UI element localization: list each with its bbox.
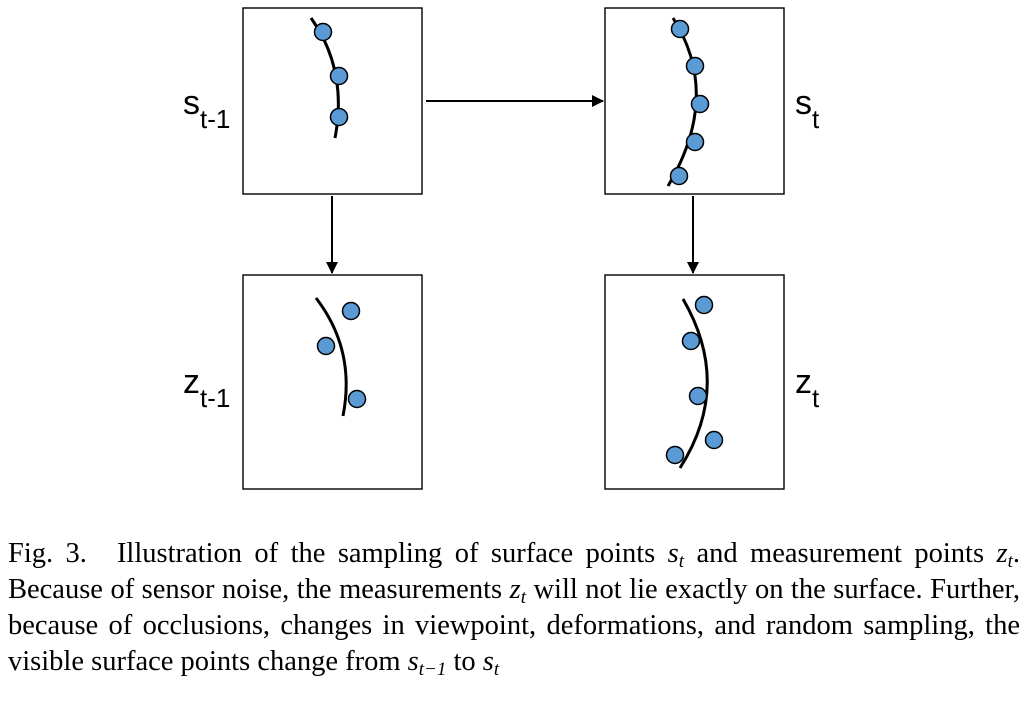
label-z-prev-sub: t-1: [200, 383, 230, 413]
panel-z-curr: [604, 274, 785, 490]
caption-math: z: [509, 574, 521, 605]
caption-text: Illustration of the sampling of surface …: [116, 538, 668, 569]
caption-math-sub: t−1: [418, 659, 447, 680]
panel-s-prev: [242, 7, 423, 195]
surface-point: [670, 19, 690, 39]
panel-z-curr-frame: [604, 274, 785, 490]
sampling-diagram: st-1 st zt-1 zt: [183, 7, 820, 490]
measurement-point: [704, 430, 724, 450]
measurement-point: [316, 336, 336, 356]
surface-point: [669, 166, 689, 186]
measurement-point: [347, 389, 367, 409]
surface-curve: [314, 297, 348, 417]
label-z-curr-base: z: [795, 363, 812, 401]
label-s-prev-sub: t-1: [200, 104, 230, 134]
measurement-point: [688, 386, 708, 406]
figure-caption: Fig. 3. Illustration of the sampling of s…: [8, 536, 1020, 680]
measurement-point: [665, 445, 685, 465]
panel-z-prev: [242, 274, 423, 490]
panel-z-prev-frame: [242, 274, 423, 490]
caption-text: will not lie exactly on the surface. Fur…: [8, 574, 1021, 677]
caption-text: to: [446, 646, 483, 677]
label-z-curr-sub: t: [812, 383, 820, 413]
caption-math-sub: t: [1007, 551, 1013, 572]
caption-figure-number: Fig. 3.: [8, 538, 87, 569]
panel-s-curr: [604, 7, 785, 195]
label-s-prev: st-1: [183, 84, 230, 134]
caption-math: s: [482, 646, 494, 677]
measurement-point: [681, 331, 701, 351]
caption-text: . Because of sensor noise, the measureme…: [8, 538, 1020, 605]
caption-math-sub: t: [493, 659, 500, 680]
caption-text: and measurement points: [684, 538, 997, 569]
caption-math-sub: t: [678, 551, 685, 572]
label-s-prev-base: s: [183, 84, 200, 122]
label-s-curr-base: s: [795, 84, 812, 122]
label-s-curr-sub: t: [812, 104, 820, 134]
label-z-prev-base: z: [183, 363, 200, 401]
surface-point: [685, 132, 705, 152]
caption-math: s: [407, 646, 419, 677]
surface-point: [329, 107, 349, 127]
surface-point: [313, 22, 333, 42]
panel-s-prev-frame: [242, 7, 423, 195]
surface-point: [329, 66, 349, 86]
surface-point: [690, 94, 710, 114]
caption-math: z: [996, 538, 1008, 569]
label-z-curr: zt: [795, 363, 820, 413]
label-s-curr: st: [795, 84, 820, 134]
caption-math-sub: t: [520, 587, 526, 608]
caption-math: s: [667, 538, 679, 569]
surface-point: [685, 56, 705, 76]
measurement-point: [694, 295, 714, 315]
surface-curve: [678, 298, 709, 469]
measurement-point: [341, 301, 361, 321]
label-z-prev: zt-1: [183, 363, 230, 413]
